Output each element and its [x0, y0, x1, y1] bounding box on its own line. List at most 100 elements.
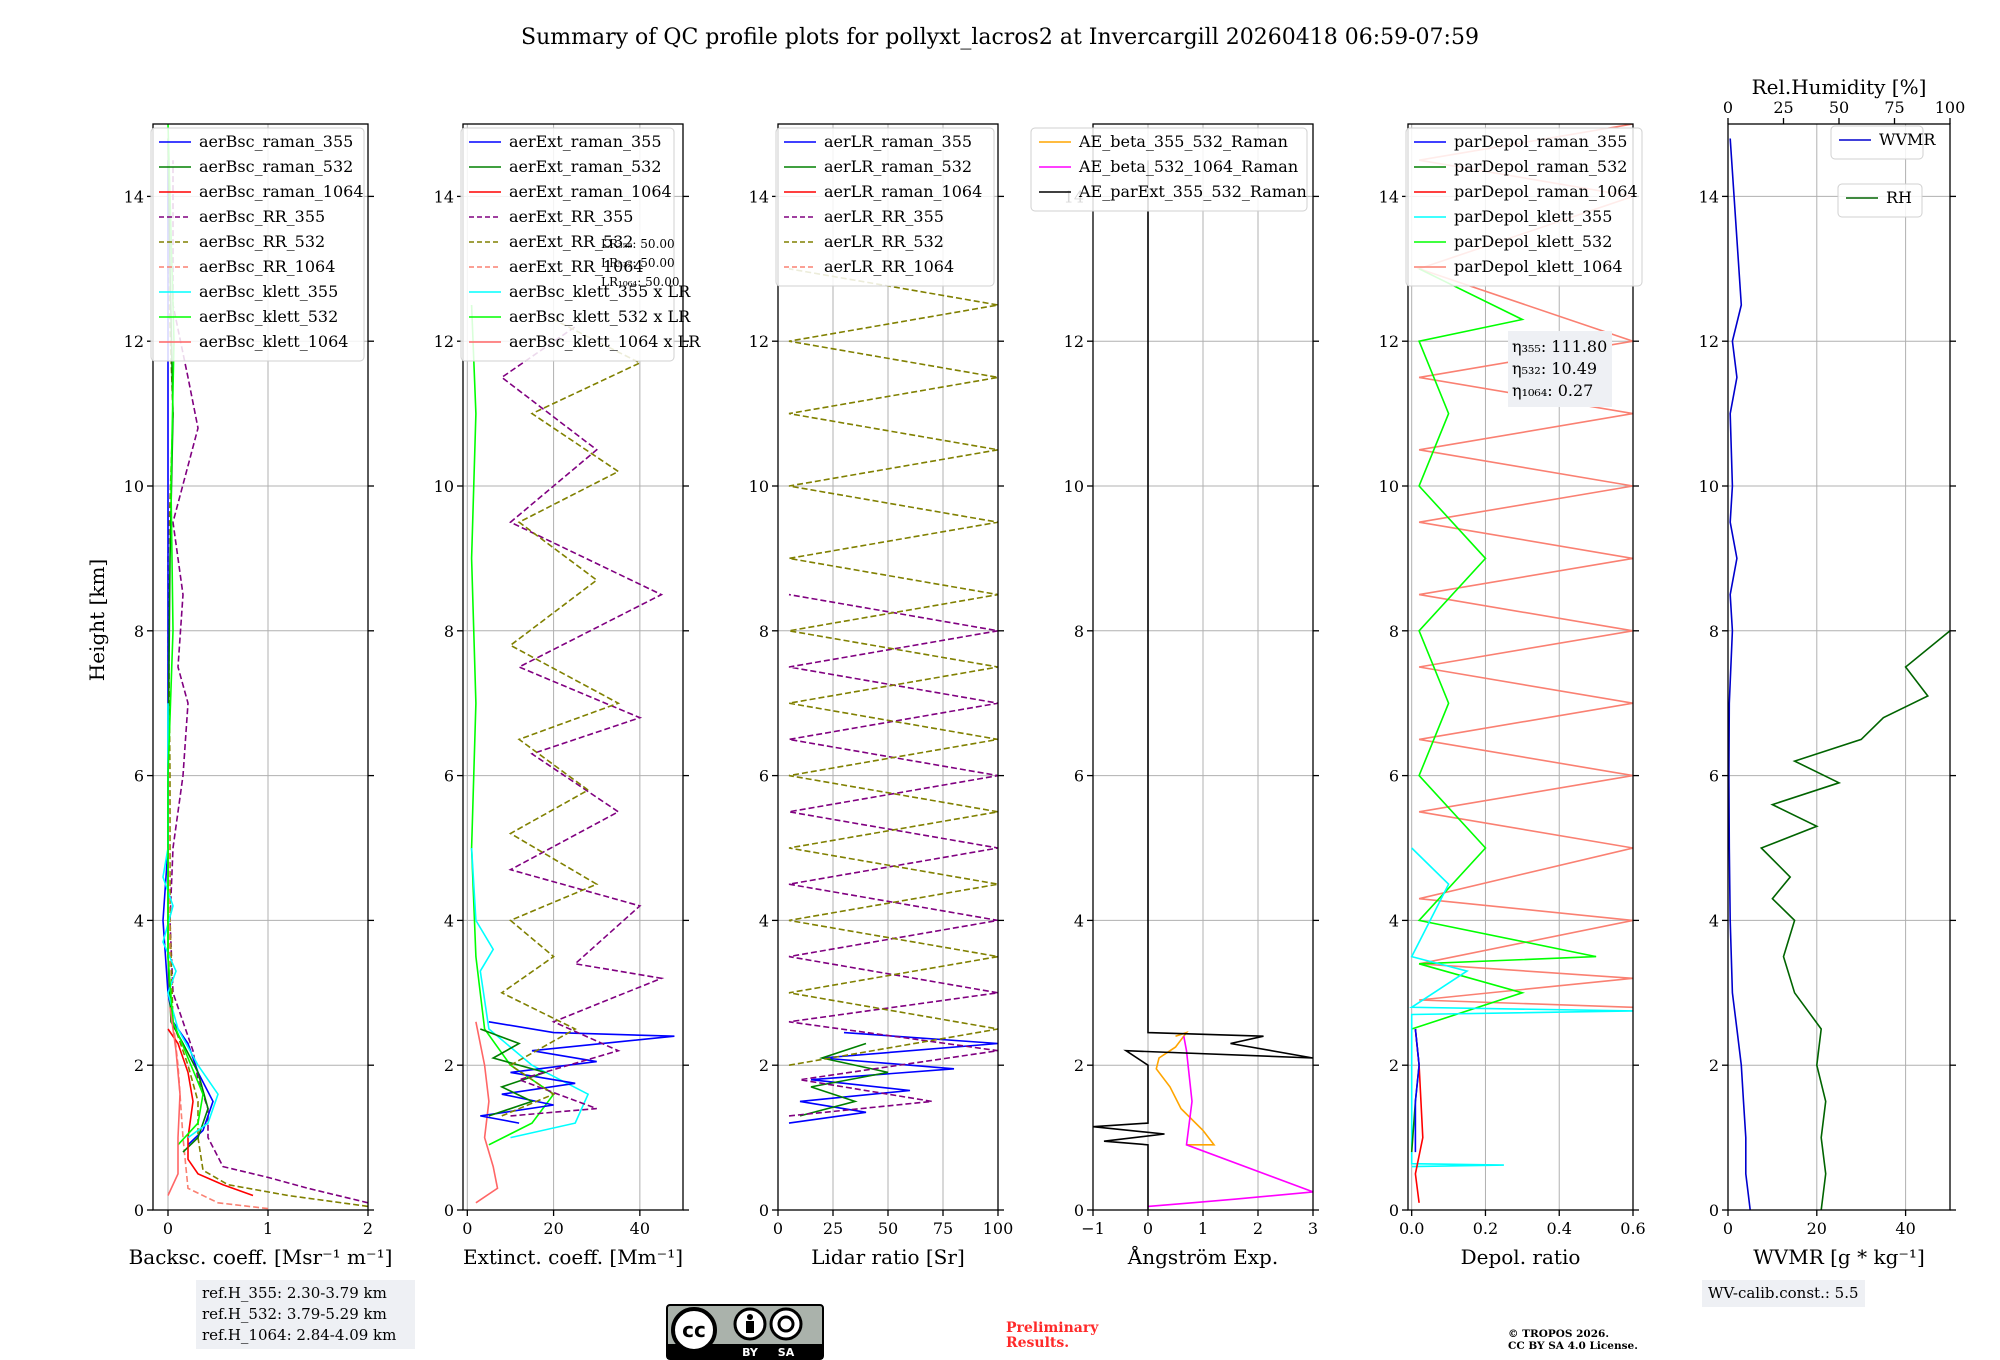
x2-tick-label: 25 [1773, 98, 1793, 117]
series-aerBsc_RR_1064 [167, 630, 269, 1210]
legend-label: aerBsc_RR_355 [199, 207, 325, 226]
x-tick-label: 0.6 [1620, 1219, 1645, 1238]
legend-label: AE_beta_532_1064_Raman [1078, 157, 1298, 176]
y-tick-label: 4 [1074, 911, 1084, 930]
x2-tick-label: 100 [1935, 98, 1966, 117]
y-tick-label: 8 [134, 622, 144, 641]
series-aerBsc_klett_355 x LR [470, 847, 590, 1139]
panel-depol: 0 2 4 6 8 10 12 14 0.0 0.2 0.4 0.6 Depol. ratio parDe… [1379, 123, 1646, 1269]
y-tick-label: 8 [1074, 622, 1084, 641]
x-tick-label: 0 [163, 1219, 173, 1238]
legend-label: RH [1886, 188, 1912, 207]
series-WVMR [1728, 138, 1751, 1210]
x2-tick-label: 75 [1884, 98, 1904, 117]
legend-label: aerBsc_raman_1064 [199, 182, 364, 201]
legend: aerExt_raman_355 aerExt_raman_532 aerExt_r… [460, 127, 701, 362]
legend: aerBsc_raman_355 aerBsc_raman_532 aerBsc_r… [150, 127, 365, 362]
x-tick-label: 0 [1723, 1219, 1733, 1238]
x-tick-label: 25 [823, 1219, 843, 1238]
legend-label: parDepol_klett_1064 [1454, 257, 1623, 276]
legend-label: aerLR_raman_355 [824, 132, 972, 151]
y-tick-label: 12 [434, 332, 454, 351]
axes-frame [1407, 123, 1634, 1211]
y-tick-label: 12 [1064, 332, 1084, 351]
y-tick-label: 2 [444, 1056, 454, 1075]
series-group [1728, 138, 1950, 1210]
x-tick-label: 20 [1807, 1219, 1827, 1238]
by-label: BY [742, 1346, 759, 1359]
eta-value: η₁₀₆₄: 0.27 [1512, 381, 1593, 400]
legend-label: parDepol_klett_532 [1454, 232, 1612, 251]
series-AE_beta_532_1064_Raman [1147, 1036, 1313, 1208]
legend-label: aerBsc_klett_532 [199, 307, 338, 326]
series-parDepol_raman_355 [1414, 1028, 1420, 1153]
series-aerExt_RR_532 [500, 318, 642, 1117]
x-axis-label: Depol. ratio [1461, 1245, 1581, 1269]
y-tick-label: 8 [444, 622, 454, 641]
legend-wvmr: WVMR [1830, 125, 1936, 160]
series-group [788, 268, 998, 1124]
y-tick-label: 8 [759, 622, 769, 641]
x-tick-label: 3 [1308, 1219, 1318, 1238]
series-aerBsc_raman_355 [162, 160, 214, 1146]
y-tick-label: 14 [434, 187, 454, 206]
copyright-line-1: © TROPOS 2026. [1508, 1328, 1610, 1340]
x-axis-label: Ångström Exp. [1127, 1244, 1278, 1269]
x-tick-label: 0 [773, 1219, 783, 1238]
legend: AE_beta_355_532_Raman AE_beta_532_1064_Ra… [1030, 127, 1308, 212]
series-aerLR_raman_532 [799, 1042, 889, 1117]
cc-by-sa-badge: cc BY SA [666, 1304, 824, 1360]
y-tick-label: 8 [1389, 622, 1399, 641]
legend-label: parDepol_raman_355 [1454, 132, 1627, 151]
figure-title: Summary of QC profile plots for pollyxt_… [521, 25, 1479, 50]
ref-height-355: ref.H_355: 2.30-3.79 km [202, 1284, 387, 1302]
series-aerLR_raman_355 [788, 1031, 998, 1124]
ref-height-532: ref.H_532: 3.79-5.29 km [202, 1305, 387, 1323]
x-axis-label: WVMR [g * kg⁻¹] [1753, 1245, 1925, 1269]
series-aerLR_RR_532 [788, 268, 998, 1066]
series-aerExt_raman_355 [480, 1021, 675, 1124]
legend-label: aerBsc_RR_1064 [199, 257, 335, 276]
y-tick-label: 14 [1699, 187, 1719, 206]
y-tick-label: 10 [749, 477, 769, 496]
x-tick-label: 1 [1198, 1219, 1208, 1238]
legend-label: aerLR_RR_532 [824, 232, 944, 251]
x-tick-label: 0.0 [1399, 1219, 1424, 1238]
x-tick-label: 2 [363, 1219, 373, 1238]
series-aerBsc_klett_532 x LR [470, 304, 555, 1146]
y-tick-label: 2 [1074, 1056, 1084, 1075]
legend-label: aerLR_raman_532 [824, 157, 972, 176]
series-group [1409, 124, 1633, 1203]
y-tick-label: 10 [434, 477, 454, 496]
legend-label: aerExt_RR_1064 [509, 257, 644, 276]
series-aerBsc_RR_355 [169, 160, 368, 1204]
series-AE_beta_355_532_Raman [1155, 1031, 1216, 1146]
series-aerLR_RR_355 [788, 593, 998, 1117]
lr-note: LR₃₅₅: 50.00 [601, 237, 675, 251]
y-tick-label: 6 [1074, 767, 1084, 786]
series-aerBsc_klett_1064 x LR [475, 1021, 499, 1204]
legend-label: aerBsc_klett_355 [199, 282, 338, 301]
eta-value: η₃₅₅: 111.80 [1512, 337, 1607, 356]
legend-box [1030, 127, 1308, 212]
series-parDepol_raman_1064 [1414, 1028, 1424, 1203]
legend-box [460, 127, 675, 362]
legend-label: aerBsc_RR_532 [199, 232, 325, 251]
x-tick-label: 50 [878, 1219, 898, 1238]
y-tick-label: 14 [749, 187, 769, 206]
series-AE_parExt_355_532_Raman [1093, 160, 1313, 1210]
sa-share-icon [769, 1307, 803, 1341]
legend-label: aerLR_RR_1064 [824, 257, 954, 276]
legend-box [1837, 183, 1923, 218]
x-tick-label: 75 [933, 1219, 953, 1238]
y-tick-label: 12 [124, 332, 144, 351]
legend-label: parDepol_raman_1064 [1454, 182, 1638, 201]
legend-label: parDepol_klett_355 [1454, 207, 1612, 226]
y-tick-label: 0 [1389, 1201, 1399, 1220]
y-tick-label: 0 [134, 1201, 144, 1220]
legend-box [775, 127, 995, 287]
x-axis-label: Extinct. coeff. [Mm⁻¹] [463, 1245, 683, 1269]
legend-label: aerBsc_klett_1064 [199, 332, 348, 351]
panel-lidar_ratio: 0 2 4 6 8 10 12 14 0 25 50 75 100 Lidar ratio [Sr] aer… [749, 123, 1013, 1269]
